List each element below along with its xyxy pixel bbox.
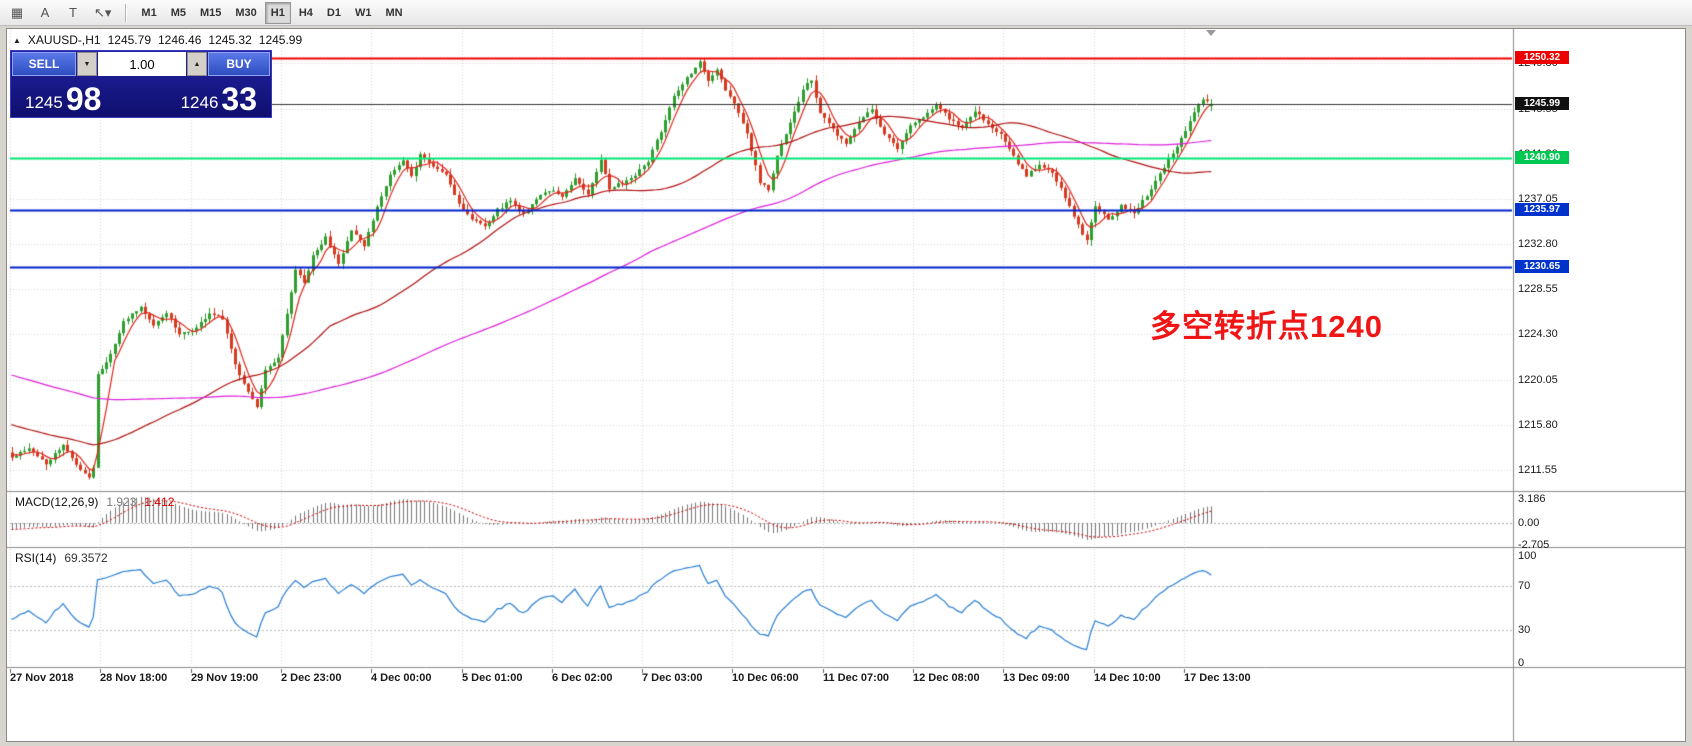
caret-up-icon: ▲: [193, 60, 201, 68]
time-axis-label: 17 Dec 13:00: [1184, 672, 1251, 684]
toolbar-separator: [125, 3, 128, 22]
time-axis-label: 4 Dec 00:00: [371, 672, 432, 684]
macd-axis-label: -2.705: [1518, 539, 1550, 551]
rsi-axis-label: 30: [1518, 624, 1531, 636]
timeframe-button-m5[interactable]: M5: [170, 6, 186, 19]
ohlc-open: 1245.79: [107, 33, 151, 47]
text-label-t-icon[interactable]: T: [69, 5, 77, 20]
timeframe-button-m1[interactable]: M1: [141, 6, 157, 19]
macd-main-value: 1.923: [106, 495, 137, 509]
time-axis-label: 13 Dec 09:00: [1003, 672, 1070, 684]
sell-button[interactable]: SELL: [12, 52, 76, 76]
price-axis-label: 1237.05: [1518, 193, 1558, 205]
timeframe-button-w1[interactable]: W1: [354, 6, 372, 19]
time-axis-label: 28 Nov 18:00: [100, 672, 168, 684]
timeframe-button-d1[interactable]: D1: [326, 6, 341, 19]
time-axis-label: 14 Dec 10:00: [1094, 672, 1161, 684]
pivot-line-price-label: 1240.90: [1515, 151, 1569, 164]
rsi-label: RSI(14): [15, 551, 57, 565]
resistance-line-price-label: 1250.32: [1515, 51, 1569, 64]
chart-header: ▲ XAUUSD-,H1 1245.79 1246.46 1245.32 124…: [13, 33, 302, 47]
support-line1-price-label: 1235.97: [1515, 203, 1569, 216]
volume-increase-button[interactable]: ▲: [187, 52, 207, 76]
ohlc-high: 1246.46: [158, 33, 202, 47]
ohlc-close: 1245.99: [258, 33, 303, 47]
main-toolbar: ▦ A T ↖▾ M1 M5 M15 M30 H1 H4 D1 W1 MN: [0, 0, 1692, 26]
time-axis-label: 10 Dec 06:00: [732, 672, 799, 684]
buy-button[interactable]: BUY: [208, 52, 270, 76]
quote-row: 1245 98 1246 33: [11, 77, 271, 117]
chart-window: ▲ XAUUSD-,H1 1245.79 1246.46 1245.32 124…: [6, 28, 1686, 742]
timeframe-button-h1[interactable]: H1: [264, 1, 291, 24]
timeframe-button-group: M1 M5 M15 M30 H1 H4 D1 W1 MN: [135, 1, 408, 24]
time-axis-label: 29 Nov 19:00: [191, 672, 259, 684]
one-click-trading-panel: SELL ▼ 1.00 ▲ BUY 1245 98 1246 33: [10, 50, 272, 118]
chart-symbol-timeframe: XAUUSD-,H1: [27, 33, 101, 47]
cursor-tool-icon[interactable]: ↖▾: [94, 4, 112, 20]
chart-annotation-text: 多空转折点1240: [1150, 309, 1383, 344]
rsi-header: RSI(14) 69.3572: [15, 551, 108, 565]
price-axis-label: 1220.05: [1518, 374, 1558, 386]
price-axis-label: 1228.55: [1518, 283, 1558, 295]
bid-price-main: 1245: [25, 93, 63, 112]
trade-controls-row: SELL ▼ 1.00 ▲ BUY: [11, 51, 271, 77]
chart-expand-icon[interactable]: ▲: [13, 35, 21, 45]
timeframe-button-h4[interactable]: H4: [298, 6, 313, 19]
timeframe-button-m15[interactable]: M15: [199, 6, 222, 19]
timeframe-button-m30[interactable]: M30: [235, 6, 257, 19]
time-axis-label: 11 Dec 07:00: [823, 672, 890, 684]
macd-label: MACD(12,26,9): [15, 495, 99, 509]
macd-header: MACD(12,26,9) 1.923 1.412: [15, 495, 174, 509]
bid-price-pips: 98: [65, 80, 102, 117]
rsi-axis-label: 0: [1518, 657, 1525, 669]
volume-decrease-button[interactable]: ▼: [77, 52, 97, 76]
time-axis-label: 6 Dec 02:00: [552, 672, 613, 684]
time-axis-label: 5 Dec 01:00: [462, 672, 523, 684]
timeframe-button-mn[interactable]: MN: [385, 6, 403, 19]
caret-down-icon: ▼: [83, 60, 91, 68]
support-line2-price-label: 1230.65: [1515, 260, 1569, 273]
macd-axis-label: 0.00: [1518, 517, 1540, 529]
rsi-value: 69.3572: [64, 551, 108, 565]
price-axis-label: 1215.80: [1518, 419, 1558, 431]
price-chart-canvas[interactable]: [7, 29, 1685, 741]
macd-axis-label: 3.186: [1518, 493, 1546, 505]
time-axis-label: 7 Dec 03:00: [642, 672, 703, 684]
time-axis-label: 12 Dec 08:00: [913, 672, 980, 684]
chart-shift-marker-icon[interactable]: [1206, 30, 1216, 36]
text-a-icon[interactable]: A: [40, 5, 50, 20]
ask-price-main: 1246: [180, 93, 219, 112]
time-axis-label: 27 Nov 2018: [10, 672, 74, 684]
toolbar-icon-group: ▦ A T ↖▾: [4, 2, 117, 24]
price-axis-label: 1224.30: [1518, 328, 1558, 340]
rsi-axis-label: 70: [1518, 580, 1531, 592]
ohlc-low: 1245.32: [208, 33, 252, 47]
time-axis-label: 2 Dec 23:00: [281, 672, 342, 684]
rsi-axis-label: 100: [1518, 550, 1537, 562]
volume-input[interactable]: 1.00: [98, 52, 186, 76]
price-axis-label: 1232.80: [1518, 238, 1558, 250]
bid-price: 1245 98: [25, 80, 102, 117]
ask-price: 1246 33: [180, 80, 257, 117]
price-axis-label: 1211.55: [1518, 464, 1557, 476]
indicator-grid-icon[interactable]: ▦: [10, 4, 24, 20]
current-price-label: 1245.99: [1515, 97, 1569, 110]
ask-price-pips: 33: [221, 80, 257, 117]
macd-signal-value: 1.412: [144, 495, 175, 509]
